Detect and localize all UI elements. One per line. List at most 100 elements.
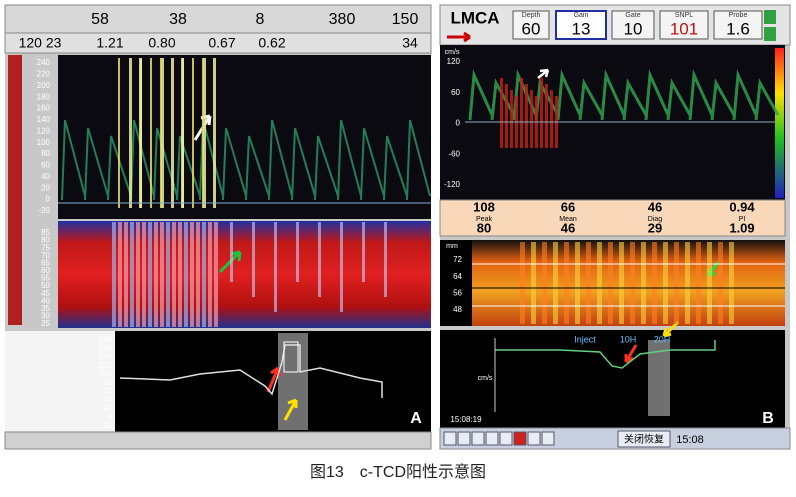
streak (160, 222, 164, 327)
toolbar-button-label: 关闭恢复 (624, 433, 664, 446)
streak (553, 242, 558, 324)
artifact (150, 58, 152, 208)
table-lower: 80 (477, 220, 491, 235)
streak (685, 242, 690, 324)
axis-label: 64 (453, 272, 462, 281)
toolbar-button[interactable] (513, 431, 527, 446)
artifact (139, 58, 142, 208)
setting-value: 38 (169, 11, 187, 28)
axis-label: 65 (41, 258, 50, 267)
axis-label: 80 (41, 149, 50, 158)
metric-value: 1.21 (96, 35, 123, 51)
setting-value: 58 (91, 11, 109, 28)
axis-label: 55 (41, 274, 50, 283)
arrow-yellow (662, 320, 680, 338)
streak (663, 242, 668, 324)
emboli (525, 84, 528, 148)
streak (196, 222, 200, 327)
header-bar (4, 4, 432, 34)
m-mode (472, 240, 785, 326)
streak (641, 242, 646, 324)
toolbar-button[interactable] (457, 431, 471, 446)
streak (148, 222, 152, 327)
table-upper: 0.94 (729, 199, 755, 214)
streak (252, 222, 255, 297)
streak (718, 242, 723, 324)
setting-value: 8 (256, 11, 265, 28)
streak (124, 222, 128, 327)
axis-label: 20 (103, 404, 112, 413)
streak (619, 242, 624, 324)
setting-value: 13 (572, 19, 591, 38)
toolbar-button[interactable] (541, 431, 555, 446)
toolbar-button[interactable] (485, 431, 499, 446)
streak (630, 242, 635, 324)
artifact (213, 58, 216, 208)
axis-label: 140 (99, 352, 113, 361)
toolbar-button[interactable] (443, 431, 457, 446)
setting-box (611, 10, 655, 40)
metric-value: 0.67 (208, 35, 235, 51)
axis-label: 0 (108, 413, 113, 422)
artifact (203, 58, 206, 208)
artifact (160, 58, 162, 208)
trend-note: 20H (654, 334, 671, 344)
toolbar-button[interactable] (499, 431, 513, 446)
toolbar-button[interactable] (471, 431, 485, 446)
emboli (505, 84, 508, 148)
streak (362, 222, 365, 282)
trend-line (495, 340, 716, 369)
table-upper: 66 (561, 199, 575, 214)
streak (112, 222, 116, 327)
axis-label: -120 (444, 180, 461, 189)
streak (520, 242, 525, 324)
table-names: Diag (648, 216, 663, 223)
setting-box (713, 10, 763, 40)
axis-label: 120 (37, 126, 51, 135)
artifact (181, 58, 184, 208)
axis-label: 45 (41, 289, 50, 298)
metrics-bar (4, 32, 432, 54)
axis-label: 70 (41, 251, 50, 260)
setting-value: 380 (329, 11, 356, 28)
setting-name: SNPL (675, 12, 693, 19)
toolbar-button[interactable] (527, 431, 541, 446)
axis-label: 60 (103, 387, 112, 396)
axis-label: 48 (453, 305, 462, 314)
axis-label: 200 (37, 81, 51, 90)
waveform (61, 119, 431, 201)
toolbar-button[interactable] (617, 430, 671, 448)
m-mode-axis-bg (440, 240, 472, 326)
arrow-yellow (283, 398, 298, 421)
streak (130, 222, 134, 327)
axis-label: -20 (38, 206, 50, 215)
streak (296, 222, 299, 282)
measure-table (439, 199, 786, 237)
marker-box (283, 341, 299, 373)
axis-label: 120 (447, 57, 461, 66)
streak (340, 222, 343, 312)
table-upper: 46 (648, 199, 662, 214)
axis-unit: cm/s (445, 49, 460, 56)
axis-label: 40 (41, 172, 50, 181)
streak (274, 222, 277, 312)
setting-value: 101 (670, 19, 698, 38)
emboli (550, 90, 553, 148)
streak (318, 222, 321, 297)
arrow-white (537, 68, 550, 79)
caption: 图13 c-TCD阳性示意图 (310, 462, 486, 481)
streak (575, 242, 580, 324)
emboli (500, 78, 503, 148)
color-bar (775, 48, 784, 198)
table-lower: 46 (561, 220, 575, 235)
side-strip (8, 55, 22, 325)
axis-label: 40 (103, 395, 112, 404)
streak (202, 222, 206, 327)
setting-name: Gain (574, 12, 589, 19)
panel-label: A (410, 410, 422, 427)
trend-legend-box (5, 331, 115, 432)
streak (652, 242, 657, 324)
artifact (202, 58, 204, 208)
axis-label: 35 (41, 304, 50, 313)
